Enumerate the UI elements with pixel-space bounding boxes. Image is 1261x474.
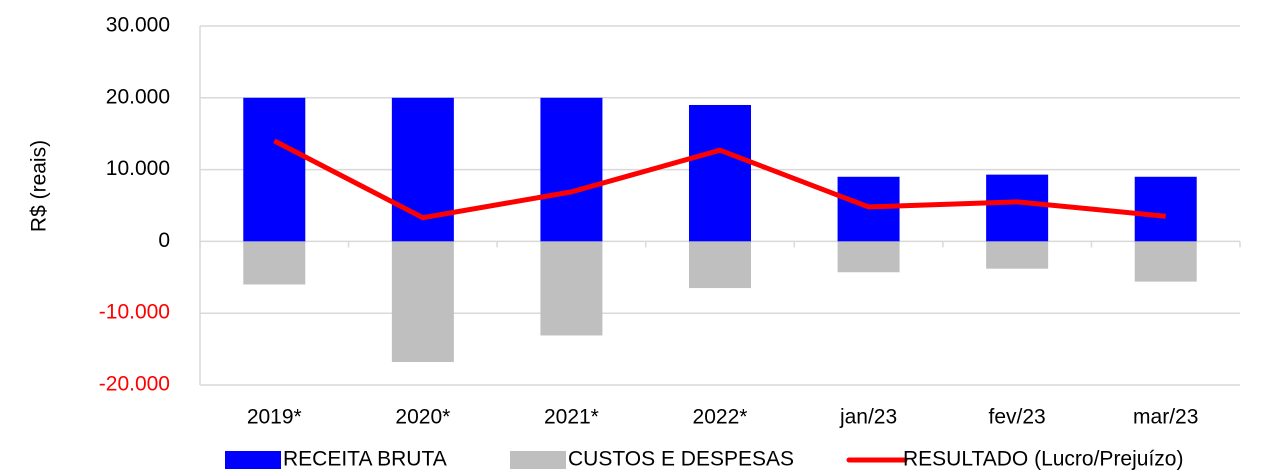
- bar: [243, 241, 306, 285]
- bar: [986, 241, 1049, 269]
- x-tick-label: 2021*: [544, 406, 599, 429]
- y-tick-label: -20.000: [99, 373, 170, 396]
- x-tick-label: mar/23: [1133, 406, 1198, 429]
- y-tick-label: 0: [158, 229, 170, 252]
- bar: [689, 241, 751, 289]
- bar: [540, 97, 603, 242]
- bar: [689, 104, 751, 242]
- legend-swatch: [225, 451, 281, 469]
- x-tick-label: fev/23: [989, 406, 1046, 429]
- legend-swatch: [510, 451, 566, 469]
- y-tick-label: 20.000: [106, 85, 170, 108]
- x-tick-label: 2020*: [395, 406, 450, 429]
- x-tick-label: 2022*: [693, 406, 748, 429]
- y-tick-label: 10.000: [106, 157, 170, 180]
- bar: [243, 97, 306, 242]
- bar: [837, 241, 900, 273]
- legend-label: RECEITA BRUTA: [283, 448, 447, 471]
- x-tick-label: 2019*: [247, 406, 302, 429]
- bar: [391, 241, 454, 363]
- y-axis-label: R$ (reais): [28, 140, 51, 232]
- bar: [540, 241, 603, 336]
- bar: [1134, 176, 1197, 242]
- legend-label: CUSTOS E DESPESAS: [568, 448, 794, 471]
- y-tick-label: -10.000: [99, 301, 170, 324]
- line: [273, 138, 1166, 221]
- bar: [1134, 241, 1197, 282]
- legend-label: RESULTADO (Lucro/Prejuízo): [903, 448, 1183, 471]
- y-tick-label: 30.000: [106, 14, 170, 37]
- bar: [986, 174, 1049, 242]
- x-tick-label: jan/23: [839, 406, 897, 429]
